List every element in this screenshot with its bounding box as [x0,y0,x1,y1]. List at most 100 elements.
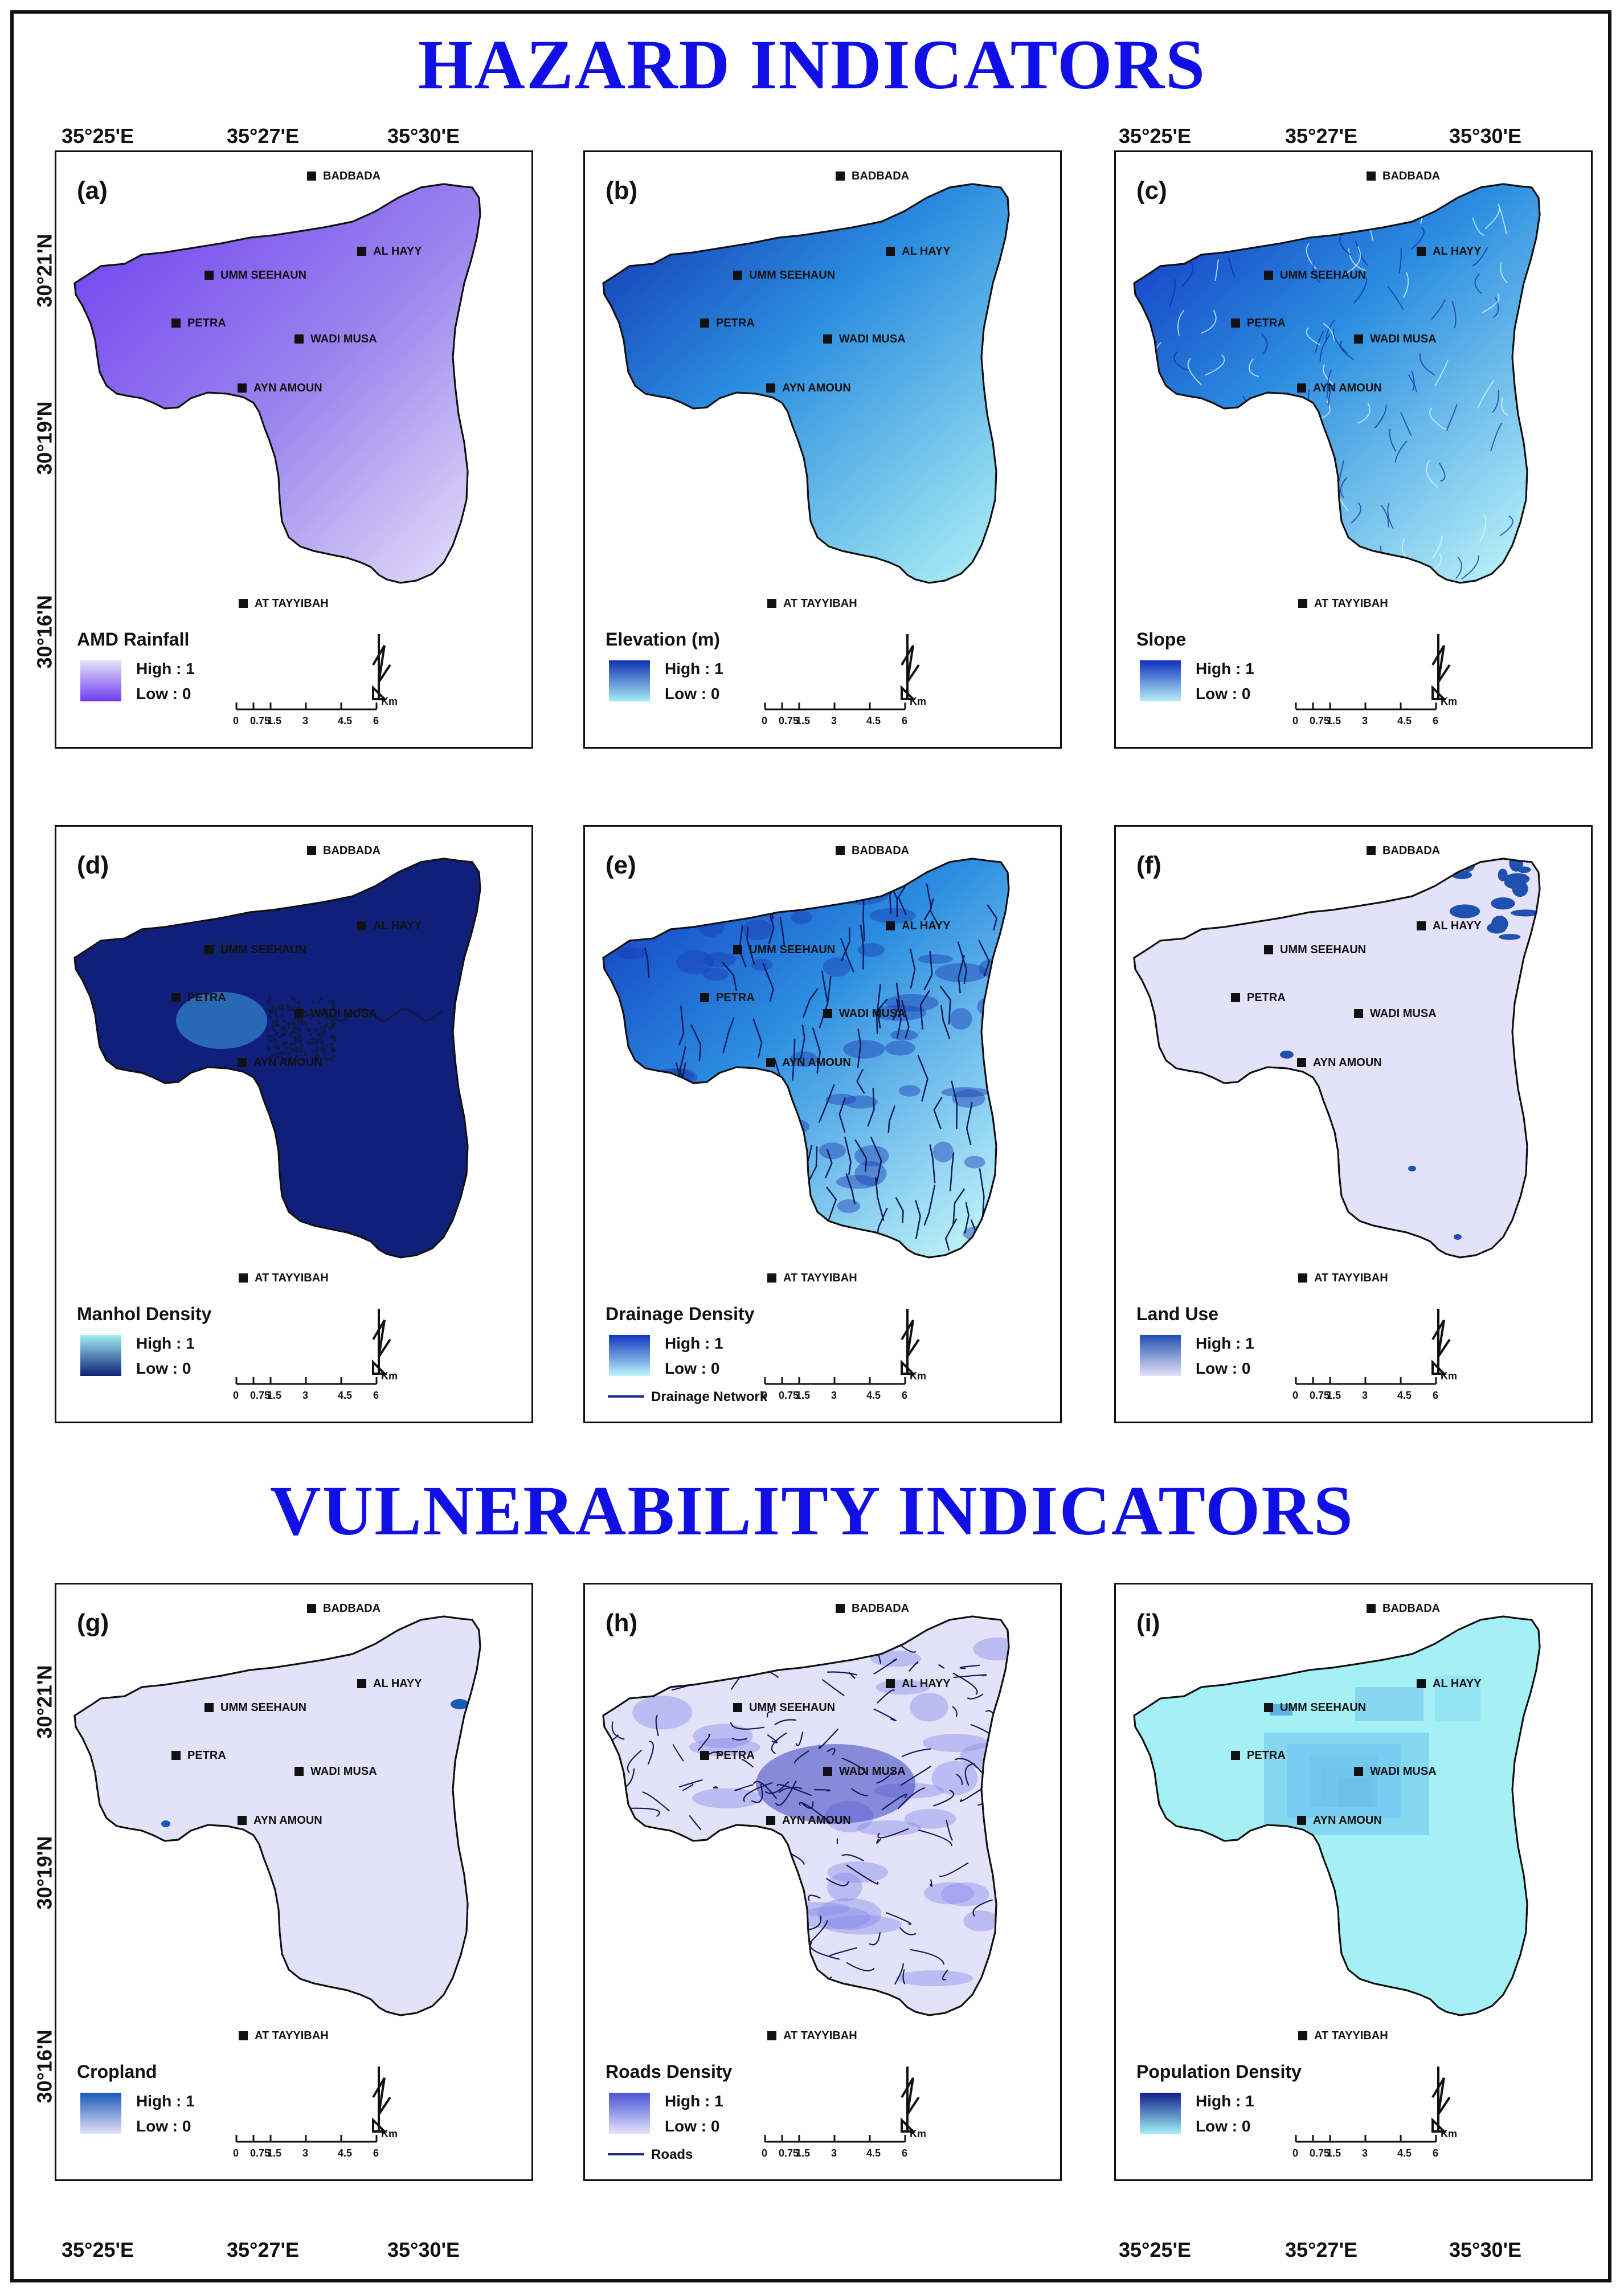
scale-bar: 0 0.751.5 3 4.5 6Km [1292,1370,1457,1401]
legend-a: AMD Rainfall High : 1 Low : 0 [77,629,195,703]
panel-label-e: (e) [606,851,636,879]
place-label: PETRA [1247,991,1286,1004]
place-marker [700,1751,709,1760]
scale-tick-label: 1.5 [1327,2147,1341,2159]
scale-bar: 0 0.751.5 3 4.5 6Km [1292,696,1457,726]
place-label: BADBADA [323,1602,381,1615]
legend-e: Drainage Density High : 1 Low : 0 Drainage … [606,1304,768,1404]
scale-bar: 0 0.751.5 3 4.5 6Km [233,696,398,726]
place-label: WADI MUSA [839,333,906,345]
place-label: AT TAYYIBAH [255,2029,329,2042]
place-marker [823,1767,832,1776]
place-label: AL HAYY [1433,1677,1482,1690]
place-label: PETRA [716,317,755,329]
place-label: AL HAYY [902,1677,951,1690]
place-marker [1231,993,1240,1002]
scale-tick-label: 6 [1433,1390,1438,1401]
place-label: AYN AMOUN [253,382,322,394]
place-marker [294,1009,304,1018]
legend-i: Population Density High : 1 Low : 0 [1136,2061,1302,2135]
scale-unit: Km [1441,696,1457,707]
scale-tick-label: 1.5 [267,2147,281,2159]
place-marker [886,921,895,930]
scale-tick-label: 4.5 [866,1390,881,1401]
map-canvas-e: (e) BADBADA AL HAYY UMM SEEHAUN PETRA WADI MU… [602,844,1010,1404]
legend-title: Slope [1136,629,1186,650]
place-marker [204,945,214,954]
place-marker [1354,1767,1363,1776]
legend-extra: Roads [651,2147,693,2162]
place-label: PETRA [187,1749,226,1762]
place-label: PETRA [187,317,226,329]
place-marker [1298,599,1307,608]
place-label: BADBADA [852,844,909,857]
place-label: WADI MUSA [310,333,377,345]
map-panel-i: (i) BADBADA AL HAYY UMM SEEHAUN PETRA WADI MU… [1114,1583,1593,2181]
place-marker [1367,846,1376,855]
place-marker [307,846,316,855]
place-label: BADBADA [852,1602,909,1615]
legend-title: Roads Density [606,2061,732,2082]
scale-tick-label: 0 [233,2147,239,2159]
scale-tick-label: 0 [1292,2147,1298,2159]
north-arrow-icon [372,2067,391,2133]
panel-label-f: (f) [1136,851,1161,879]
scale-tick-label: 0.75 [1310,715,1330,726]
place-marker [238,1816,247,1825]
scale-tick-label: 0 [1292,715,1298,726]
longitude-label-top-6: 35°30'E [1449,124,1522,148]
scale-unit: Km [910,696,926,707]
scale-tick-label: 0 [762,715,767,726]
north-arrow-icon [901,2067,920,2133]
place-marker [239,2031,248,2040]
legend-high: High : 1 [665,660,723,677]
place-marker [307,1604,316,1613]
place-marker [1264,1703,1273,1712]
legend-high: High : 1 [136,1334,195,1352]
place-label: BADBADA [1382,844,1440,857]
map-panel-c: (c) BADBADA AL HAYY UMM SEEHAUN PETRA WADI MU… [1114,150,1593,749]
place-marker [1417,247,1426,256]
scale-tick-label: 1.5 [796,2147,810,2159]
north-arrow-icon [372,1309,391,1375]
place-marker [1367,171,1376,181]
north-arrow-icon [901,1309,920,1375]
place-marker [766,383,775,393]
legend-low: Low : 0 [136,685,191,703]
place-marker [1297,1058,1306,1067]
scale-tick-label: 0.75 [1310,2147,1330,2159]
place-label: PETRA [187,991,226,1004]
place-marker [700,993,709,1002]
map-panel-h: (h) BADBADA AL HAYY UMM SEEHAUN PETRA WADI MU… [583,1583,1062,2181]
panel-label-a: (a) [77,177,108,205]
legend-high: High : 1 [665,1334,723,1352]
scale-tick-label: 4.5 [866,2147,881,2159]
place-label: AL HAYY [373,245,422,258]
place-label: UMM SEEHAUN [220,269,306,281]
legend-title: Elevation (m) [606,629,720,650]
legend-high: High : 1 [665,2092,723,2110]
place-marker [886,1679,895,1688]
map-canvas-h: (h) BADBADA AL HAYY UMM SEEHAUN PETRA WADI MU… [602,1602,1010,2162]
scale-tick-label: 0 [762,2147,767,2159]
place-marker [239,1273,248,1283]
place-label: BADBADA [852,170,909,182]
legend-high: High : 1 [136,2092,195,2110]
scale-unit: Km [381,1370,398,1382]
scale-tick-label: 0.75 [779,2147,799,2159]
place-label: AL HAYY [373,1677,422,1690]
panel-label-i: (i) [1136,1609,1160,1637]
place-label: AT TAYYIBAH [1314,1272,1388,1284]
place-label: UMM SEEHAUN [749,944,835,956]
place-marker [238,383,247,393]
place-label: UMM SEEHAUN [1280,944,1366,956]
north-arrow-icon [1431,1309,1451,1375]
place-label: AL HAYY [902,920,951,932]
place-marker [1264,945,1273,954]
place-marker [204,271,214,280]
map-panel-f: (f) BADBADA AL HAYY UMM SEEHAUN PETRA WADI MU… [1114,825,1593,1423]
panel-label-b: (b) [606,177,637,205]
legend-c: Slope High : 1 Low : 0 [1136,629,1254,703]
legend-h: Roads Density High : 1 Low : 0 Roads [606,2061,732,2162]
place-marker [1417,921,1426,930]
